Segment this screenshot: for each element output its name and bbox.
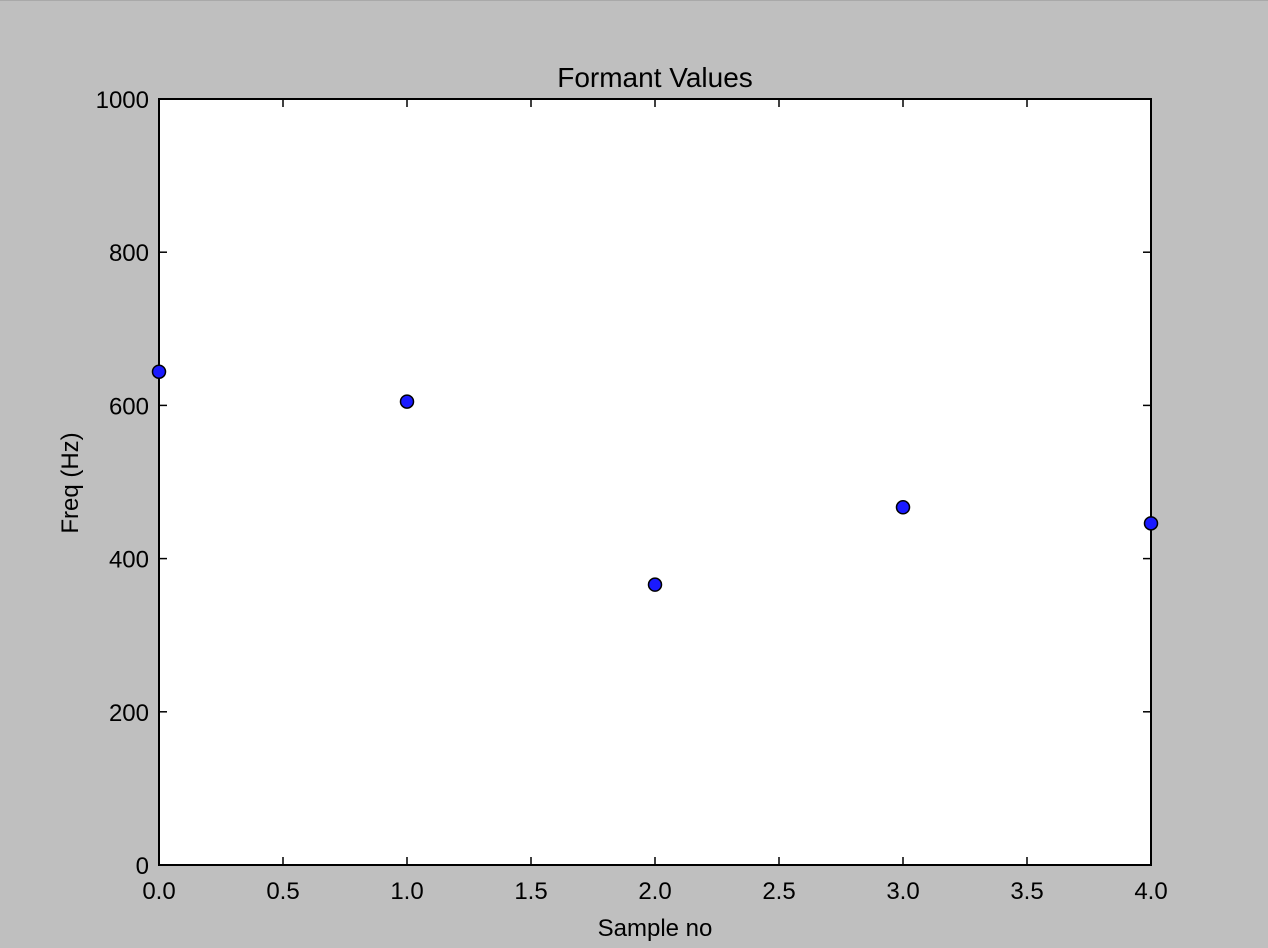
y-tick-label: 0 [136, 853, 149, 880]
data-point [151, 364, 167, 379]
x-tick-label: 2.5 [762, 878, 795, 905]
y-axis-label: Freq (Hz) [57, 432, 84, 533]
x-tick-label: 3.0 [886, 878, 919, 905]
x-tick-label: 0.5 [266, 878, 299, 905]
x-axis-label: Sample no [598, 915, 713, 942]
y-tick-label: 200 [109, 700, 149, 727]
x-tick-label: 0.0 [142, 878, 175, 905]
x-tick-label: 3.5 [1010, 878, 1043, 905]
chart-title: Formant Values [557, 62, 753, 93]
data-point [399, 394, 415, 409]
y-tick-label: 600 [109, 393, 149, 420]
data-point [895, 500, 911, 515]
x-tick-label: 4.0 [1134, 878, 1167, 905]
plot-area [158, 98, 1152, 866]
y-axis-ticks: 0 200 400 600 800 1000 [96, 87, 1151, 880]
x-tick-label: 1.0 [390, 878, 423, 905]
y-tick-label: 400 [109, 547, 149, 574]
y-tick-label: 800 [109, 240, 149, 267]
y-tick-label: 1000 [96, 87, 149, 114]
data-point [647, 577, 663, 592]
data-points [151, 364, 1159, 592]
x-tick-label: 2.0 [638, 878, 671, 905]
x-tick-label: 1.5 [514, 878, 547, 905]
x-axis-ticks: 0.0 0.5 1.0 1.5 2.0 2.5 3.0 3.5 4.0 [142, 99, 1168, 905]
data-point [1143, 516, 1159, 531]
